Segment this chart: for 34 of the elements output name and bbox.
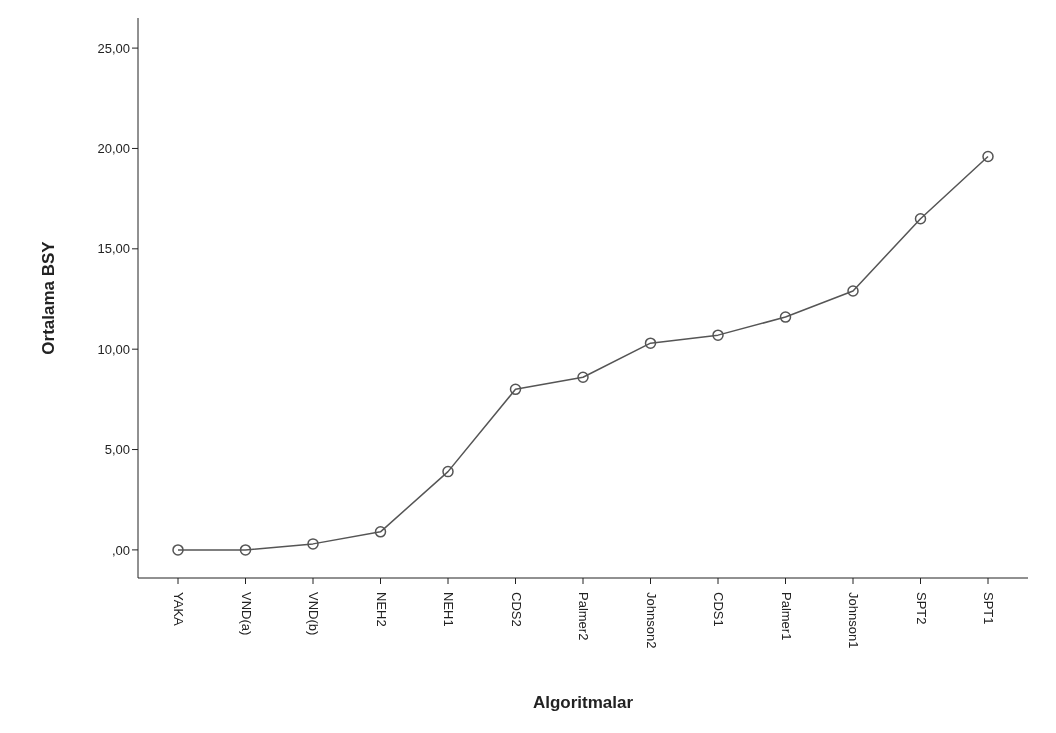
x-tick-label: NEH2	[373, 592, 389, 627]
x-tick-label: Palmer2	[576, 592, 591, 641]
point	[239, 544, 252, 556]
x-tick-label: CDS2	[508, 592, 524, 627]
x-tick-label: Johnson1	[846, 592, 861, 649]
x-tick-label: NEH1	[441, 592, 456, 627]
x-tick-label: SPT2	[913, 592, 929, 625]
y-tick-label: ,00	[111, 542, 130, 558]
x-tick-label: YAKA	[171, 592, 186, 627]
x-axis-title: Algoritmalar	[532, 693, 634, 712]
y-tick-label: 10,00	[97, 341, 130, 357]
point	[374, 526, 387, 538]
point	[779, 311, 792, 323]
y-tick-label: 25,00	[97, 40, 130, 56]
y-tick-label: 5,00	[104, 442, 130, 458]
x-tick-label: Palmer1	[778, 592, 794, 641]
point	[914, 212, 927, 225]
point	[982, 150, 994, 163]
x-tick-label: VND(a)	[238, 592, 254, 636]
point	[307, 538, 319, 550]
x-tick-label: VND(b)	[306, 592, 321, 636]
point	[644, 337, 657, 349]
point	[712, 329, 724, 341]
y-tick-label: 20,00	[97, 141, 130, 157]
point	[577, 371, 589, 384]
y-tick-label: 15,00	[97, 241, 130, 257]
x-tick-label: CDS1	[711, 592, 726, 627]
point	[172, 544, 184, 556]
point	[442, 465, 454, 478]
point	[847, 285, 859, 297]
point	[509, 383, 522, 396]
y-axis-title: Ortalama BSY	[39, 240, 59, 355]
x-tick-label: Johnson2	[643, 592, 659, 649]
x-tick-label: SPT1	[981, 592, 996, 625]
